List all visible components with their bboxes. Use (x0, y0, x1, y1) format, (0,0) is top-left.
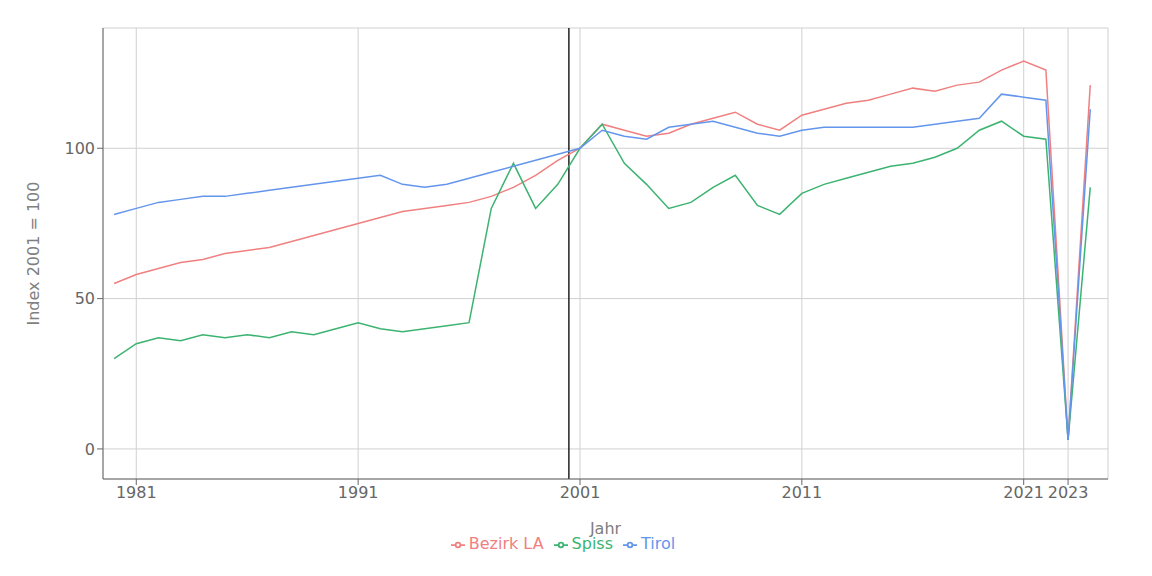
svg-text:1991: 1991 (338, 483, 379, 502)
svg-text:50: 50 (75, 289, 95, 308)
html-text:Bezirk LA: Bezirk LA (468, 534, 544, 553)
svg-text:0: 0 (85, 440, 95, 459)
html-text:Tirol: Tirol (641, 534, 676, 553)
svg-text:2011: 2011 (781, 483, 822, 502)
svg-text:2021: 2021 (1003, 483, 1044, 502)
svg-text:Index 2001 = 100: Index 2001 = 100 (24, 182, 43, 326)
svg-text:2023: 2023 (1048, 483, 1089, 502)
svg-text:Jahr: Jahr (589, 519, 622, 538)
html-text:Spiss: Spiss (571, 534, 613, 553)
svg-text:1981: 1981 (116, 483, 157, 502)
svg-text:100: 100 (64, 139, 95, 158)
svg-text:2001: 2001 (560, 483, 601, 502)
